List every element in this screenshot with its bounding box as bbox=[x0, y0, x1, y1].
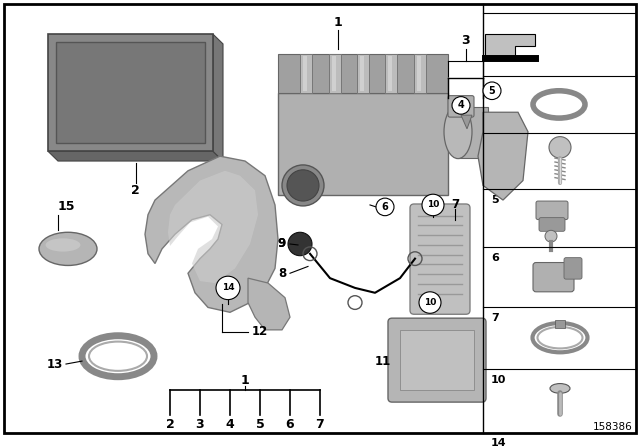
Text: 12: 12 bbox=[252, 325, 268, 338]
Text: 3: 3 bbox=[196, 418, 204, 431]
Text: 11: 11 bbox=[375, 355, 391, 368]
Ellipse shape bbox=[550, 383, 570, 393]
Polygon shape bbox=[278, 93, 448, 195]
Text: 1: 1 bbox=[241, 374, 250, 387]
Bar bbox=[413, 54, 426, 93]
Polygon shape bbox=[485, 34, 535, 56]
Bar bbox=[555, 320, 565, 328]
FancyBboxPatch shape bbox=[410, 204, 470, 314]
Circle shape bbox=[216, 276, 240, 300]
FancyBboxPatch shape bbox=[539, 218, 565, 231]
Bar bbox=[400, 330, 474, 390]
Circle shape bbox=[419, 292, 441, 313]
Polygon shape bbox=[213, 34, 223, 161]
Circle shape bbox=[422, 194, 444, 215]
Bar bbox=[417, 56, 420, 91]
Text: 5: 5 bbox=[491, 195, 499, 205]
Text: 6: 6 bbox=[491, 253, 499, 263]
Ellipse shape bbox=[45, 238, 81, 252]
Text: 1: 1 bbox=[333, 16, 342, 29]
Bar bbox=[332, 56, 335, 91]
Polygon shape bbox=[478, 112, 528, 200]
Text: 14: 14 bbox=[491, 438, 507, 448]
Ellipse shape bbox=[282, 165, 324, 206]
Text: 14: 14 bbox=[221, 284, 234, 293]
Text: 7: 7 bbox=[491, 313, 499, 323]
Text: 158386: 158386 bbox=[593, 422, 633, 432]
Circle shape bbox=[545, 230, 557, 242]
Text: 5: 5 bbox=[488, 86, 495, 96]
Circle shape bbox=[483, 82, 501, 99]
FancyBboxPatch shape bbox=[536, 201, 568, 220]
Circle shape bbox=[549, 137, 571, 158]
Polygon shape bbox=[278, 54, 448, 93]
Text: 10: 10 bbox=[427, 200, 439, 210]
FancyBboxPatch shape bbox=[448, 95, 474, 117]
Text: 5: 5 bbox=[255, 418, 264, 431]
FancyBboxPatch shape bbox=[533, 263, 574, 292]
Text: 8: 8 bbox=[278, 267, 286, 280]
Text: 10: 10 bbox=[491, 375, 506, 385]
Polygon shape bbox=[168, 171, 258, 283]
Text: 4: 4 bbox=[226, 418, 234, 431]
Ellipse shape bbox=[287, 170, 319, 201]
Text: 4: 4 bbox=[491, 138, 499, 149]
Text: 9: 9 bbox=[278, 237, 286, 250]
Ellipse shape bbox=[39, 232, 97, 266]
Circle shape bbox=[376, 198, 394, 215]
Bar bbox=[300, 54, 312, 93]
FancyBboxPatch shape bbox=[388, 318, 486, 402]
Bar bbox=[385, 54, 397, 93]
Text: 2: 2 bbox=[131, 184, 140, 197]
Bar bbox=[458, 108, 488, 158]
Text: 7: 7 bbox=[316, 418, 324, 431]
Circle shape bbox=[452, 97, 470, 114]
Text: 13: 13 bbox=[47, 358, 63, 370]
Bar bbox=[357, 54, 369, 93]
Text: 6: 6 bbox=[381, 202, 388, 212]
Polygon shape bbox=[145, 156, 278, 312]
Bar bbox=[388, 56, 392, 91]
Text: 10: 10 bbox=[424, 298, 436, 307]
Bar bbox=[48, 34, 213, 151]
Ellipse shape bbox=[444, 105, 472, 159]
Bar bbox=[303, 56, 307, 91]
Text: 7: 7 bbox=[451, 198, 459, 211]
Text: 9: 9 bbox=[278, 237, 286, 250]
Polygon shape bbox=[461, 115, 472, 129]
Polygon shape bbox=[48, 151, 223, 161]
Text: 6: 6 bbox=[285, 418, 294, 431]
Text: 3: 3 bbox=[461, 34, 470, 47]
Text: 4: 4 bbox=[458, 100, 465, 110]
Bar bbox=[329, 54, 340, 93]
Bar bbox=[360, 56, 364, 91]
Text: 15: 15 bbox=[57, 200, 75, 213]
Polygon shape bbox=[248, 278, 290, 330]
FancyBboxPatch shape bbox=[564, 258, 582, 279]
Circle shape bbox=[288, 232, 312, 256]
Bar bbox=[56, 42, 205, 143]
Text: 2: 2 bbox=[166, 418, 174, 431]
